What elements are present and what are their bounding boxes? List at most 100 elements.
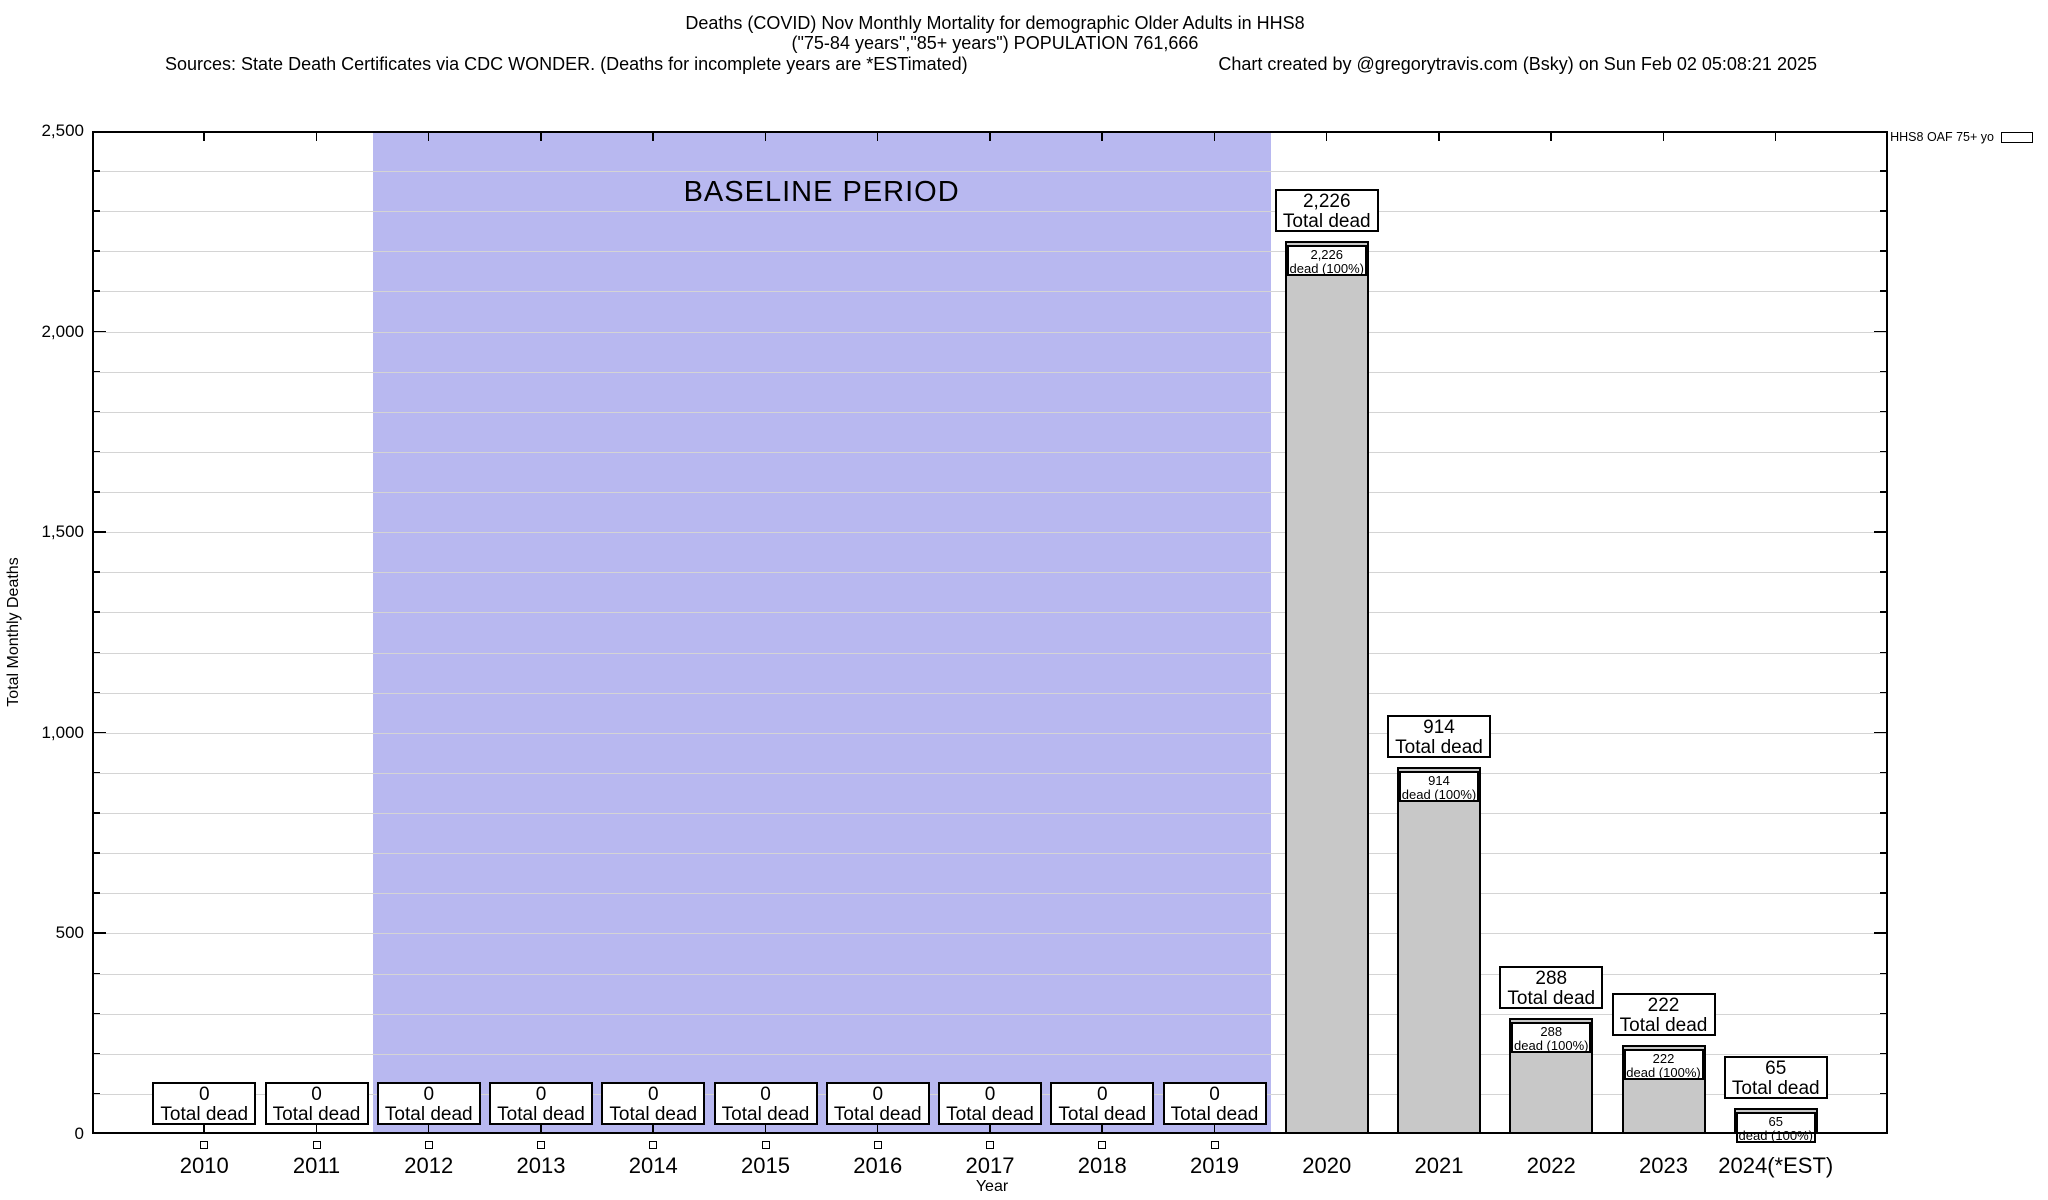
total-dead-value: 288 [1535, 968, 1568, 990]
y-tick-right [1880, 771, 1888, 774]
total-dead-caption: Total dead [1731, 1077, 1820, 1099]
total-dead-value: 0 [311, 1084, 322, 1105]
grid-line [92, 732, 1888, 734]
x-tick-top [1550, 131, 1552, 141]
zero-marker [200, 1141, 209, 1149]
total-dead-box: 0 Total dead [489, 1082, 593, 1125]
grid-line [92, 572, 1888, 574]
total-dead-caption: Total dead [946, 1104, 1034, 1125]
total-dead-value: 0 [760, 1084, 771, 1105]
grid-line [92, 331, 1888, 333]
y-tick-left [92, 972, 100, 975]
y-tick-left [92, 892, 100, 894]
y-tick-label: 2,500 [41, 121, 84, 140]
total-dead-value: 0 [647, 1084, 659, 1105]
y-tick-right [1880, 1092, 1888, 1095]
y-tick-right [1880, 1052, 1888, 1055]
x-tick-bottom [989, 1124, 991, 1134]
grid-line [92, 291, 1888, 293]
x-tick-label: 2016 [853, 1153, 903, 1178]
bar-value-label: 914 [1428, 773, 1450, 789]
grid-line [92, 813, 1888, 815]
bar-pct-label: dead (100%) [1626, 1064, 1701, 1080]
total-dead-value: 222 [1647, 994, 1680, 1016]
y-tick-label: 1,500 [41, 522, 84, 542]
y-tick-label: 1,000 [41, 722, 84, 742]
total-dead-value: 0 [1096, 1084, 1108, 1105]
grid-line [92, 973, 1888, 975]
grid-line [92, 893, 1888, 895]
x-tick-top [1438, 131, 1440, 141]
zero-marker [312, 1141, 321, 1149]
total-dead-box: 2,226 Total dead [1274, 188, 1379, 232]
x-tick-bottom [1101, 1124, 1103, 1134]
y-tick-right [1880, 491, 1888, 493]
bar-value-box: 2,226 dead (100%) [1286, 244, 1367, 276]
x-tick-top [1325, 131, 1328, 141]
total-dead-value: 0 [423, 1084, 435, 1105]
y-tick-right [1880, 571, 1888, 573]
y-tick-right [1880, 691, 1888, 694]
y-tick-label: 0 [74, 1124, 84, 1143]
y-tick-left [92, 531, 106, 533]
total-dead-box: 0 Total dead [152, 1082, 257, 1125]
sources-note: Sources: State Death Certificates via CD… [165, 54, 968, 74]
grid-line [92, 853, 1888, 855]
total-dead-value: 0 [984, 1084, 996, 1105]
x-tick-label: 2012 [404, 1153, 454, 1178]
x-tick-bottom [764, 1124, 766, 1134]
x-tick-label: 2013 [516, 1153, 566, 1178]
bar-value-label: 288 [1540, 1024, 1563, 1040]
y-tick-left [92, 1052, 100, 1055]
y-tick-left [92, 330, 106, 333]
y-tick-right [1880, 210, 1888, 212]
grid-line [92, 411, 1888, 413]
zero-marker [873, 1141, 882, 1149]
total-dead-box: 914 Total dead [1387, 715, 1491, 759]
total-dead-box: 0 Total dead [938, 1082, 1042, 1125]
zero-marker [1098, 1141, 1107, 1149]
y-tick-label: 500 [55, 923, 84, 943]
y-tick-right [1880, 651, 1888, 654]
y-tick-left [92, 852, 100, 854]
x-tick-label: 2023 [1639, 1153, 1688, 1178]
bar-value-label: 222 [1652, 1050, 1675, 1066]
y-tick-right [1880, 611, 1888, 613]
total-dead-box: 65 Total dead [1723, 1055, 1828, 1099]
total-dead-caption: Total dead [272, 1104, 361, 1125]
x-tick-label: 2018 [1077, 1153, 1127, 1178]
y-tick-left [92, 450, 100, 453]
y-tick-right [1880, 812, 1888, 814]
x-tick-label: 2010 [179, 1153, 229, 1178]
total-dead-caption: Total dead [1282, 210, 1371, 232]
grid-line [92, 492, 1888, 494]
x-tick-top [540, 131, 542, 141]
total-dead-box: 288 Total dead [1499, 966, 1604, 1010]
zero-marker [986, 1141, 994, 1149]
bar-pct-label: dead (100%) [1514, 1038, 1589, 1054]
grid-line [92, 612, 1888, 614]
grid-line [92, 171, 1888, 173]
x-tick-label: 2024(*EST) [1718, 1153, 1834, 1178]
x-tick-label: 2021 [1414, 1153, 1464, 1178]
baseline-band [372, 131, 1271, 1134]
grid-line [92, 772, 1888, 774]
y-tick-left [92, 210, 100, 212]
total-dead-value: 2,226 [1302, 190, 1351, 212]
bar-value-box: 288 dead (100%) [1511, 1022, 1592, 1054]
y-tick-left [92, 491, 100, 493]
y-tick-left [92, 170, 100, 172]
y-tick-right [1880, 972, 1888, 975]
x-tick-label: 2011 [292, 1153, 341, 1178]
y-tick-left [92, 651, 100, 654]
x-tick-top [1213, 131, 1215, 141]
total-dead-caption: Total dead [1507, 988, 1596, 1010]
y-tick-right [1880, 852, 1888, 854]
y-tick-right [1880, 290, 1888, 292]
bar-value-box: 914 dead (100%) [1399, 771, 1479, 803]
x-tick-top [876, 131, 879, 141]
x-tick-bottom [540, 1124, 542, 1134]
x-axis-title: Year [975, 1178, 1009, 1195]
x-tick-top [1662, 131, 1664, 141]
total-dead-value: 0 [1209, 1084, 1220, 1105]
